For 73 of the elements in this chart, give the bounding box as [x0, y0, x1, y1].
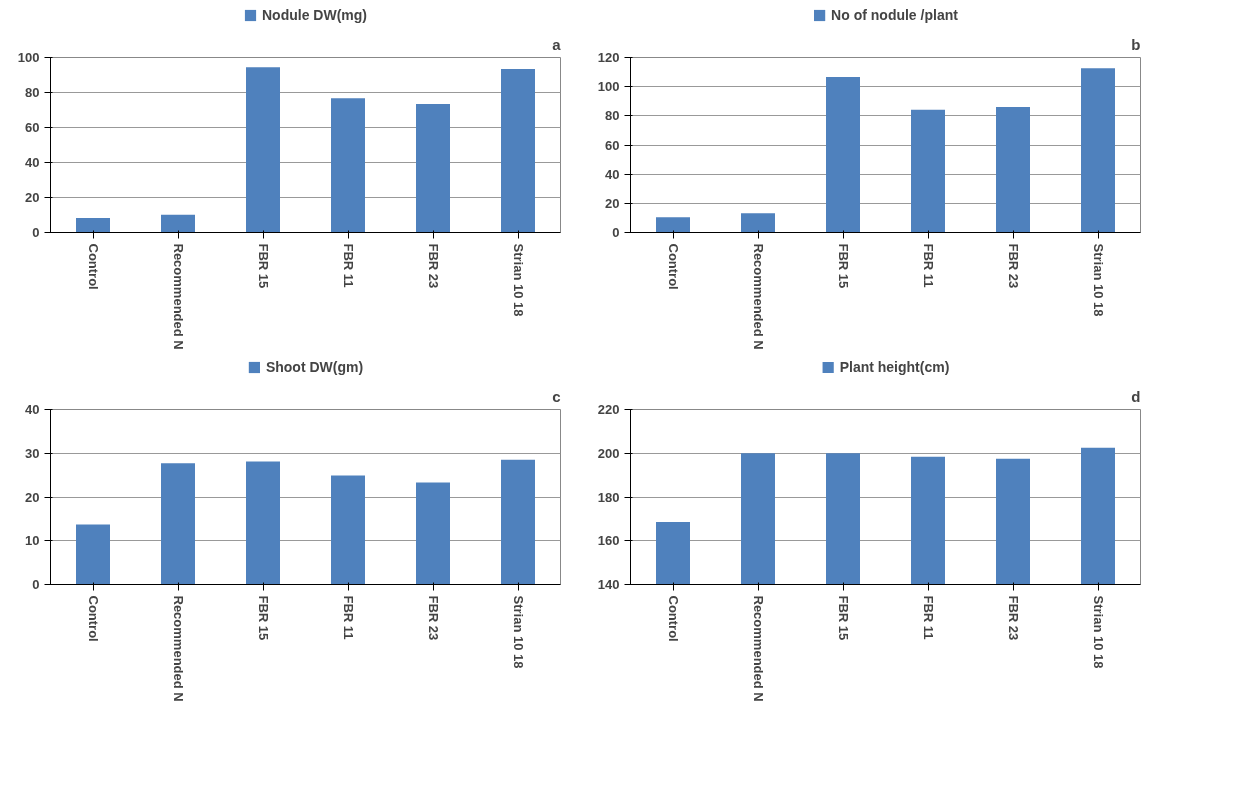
y-tick-label: 0: [32, 577, 40, 592]
y-tick-label: 40: [25, 155, 40, 170]
y-tick-label: 0: [32, 225, 40, 240]
x-tick-label: FBR 23: [425, 243, 441, 289]
y-tick-label: 100: [17, 50, 40, 65]
y-tick-label: 20: [25, 190, 40, 205]
x-tick-label: Recommended N: [750, 595, 766, 702]
x-tick-label: Strian 10 18: [510, 243, 526, 317]
text: b: [1131, 35, 1141, 53]
y-tick-label: 30: [25, 445, 40, 461]
x-tick-label: FBR 23: [425, 595, 441, 641]
bar: [1081, 68, 1115, 233]
bar: [501, 459, 535, 585]
legend-label: Shoot DW(gm): [265, 359, 364, 375]
y-tick-label: 180: [597, 489, 620, 505]
x-tick-label: FBR 15: [835, 595, 851, 641]
y-tick-label: 10: [25, 533, 40, 549]
x-tick-label: Recommended N: [170, 243, 186, 350]
x-tick-label: Recommended N: [170, 595, 186, 702]
bar: [246, 461, 280, 585]
x-tick-label: Control: [665, 243, 681, 290]
x-tick-label: FBR 23: [1005, 243, 1021, 289]
y-tick-label: 60: [25, 120, 40, 135]
y-tick-label: 100: [597, 79, 620, 95]
y-tick-label: 40: [25, 402, 40, 417]
bar: [826, 76, 860, 233]
x-tick-label: FBR 15: [255, 595, 271, 641]
bar: [331, 98, 365, 233]
bar: [416, 482, 450, 585]
text: c: [552, 387, 561, 405]
x-tick-label: Strian 10 18: [510, 595, 526, 669]
y-tick-label: 160: [597, 533, 620, 549]
y-tick-label: 80: [25, 85, 40, 100]
x-tick-label: Control: [665, 595, 681, 642]
bar: [161, 463, 195, 585]
text: d: [1131, 387, 1141, 405]
x-tick-label: Recommended N: [750, 243, 766, 350]
y-tick-label: 60: [605, 137, 620, 153]
y-tick-label: 140: [597, 577, 620, 592]
x-tick-label: Strian 10 18: [1090, 595, 1106, 669]
legend-label: Plant height(cm): [839, 359, 950, 375]
y-tick-label: 120: [597, 50, 620, 65]
bar: [656, 217, 690, 233]
x-tick-label: FBR 11: [920, 243, 936, 288]
bar: [501, 68, 535, 233]
bar: [161, 214, 195, 233]
y-tick-label: 0: [612, 225, 620, 240]
x-tick-label: Strian 10 18: [1090, 243, 1106, 317]
y-tick-label: 40: [605, 166, 620, 182]
x-tick-label: FBR 11: [340, 243, 356, 288]
legend-label: Nodule DW(mg): [262, 7, 367, 23]
text: a: [552, 35, 562, 53]
y-tick-label: 80: [605, 108, 620, 124]
bar: [246, 67, 280, 233]
bar: [331, 475, 365, 585]
y-tick-label: 220: [597, 402, 620, 417]
y-tick-label: 200: [597, 445, 620, 461]
bar: [76, 217, 110, 233]
x-tick-label: FBR 15: [835, 243, 851, 289]
x-tick-label: FBR 23: [1005, 595, 1021, 641]
y-tick-label: 20: [25, 489, 40, 505]
y-tick-label: 20: [605, 195, 620, 211]
x-tick-label: FBR 15: [255, 243, 271, 289]
bar: [911, 109, 945, 233]
legend-label: No of nodule /plant: [831, 7, 958, 23]
x-tick-label: Control: [85, 595, 101, 642]
x-tick-label: Control: [85, 243, 101, 290]
bar: [996, 106, 1030, 233]
x-tick-label: FBR 11: [920, 595, 936, 640]
x-tick-label: FBR 11: [340, 595, 356, 640]
bar: [741, 213, 775, 233]
bar: [416, 104, 450, 233]
bar: [76, 524, 110, 585]
